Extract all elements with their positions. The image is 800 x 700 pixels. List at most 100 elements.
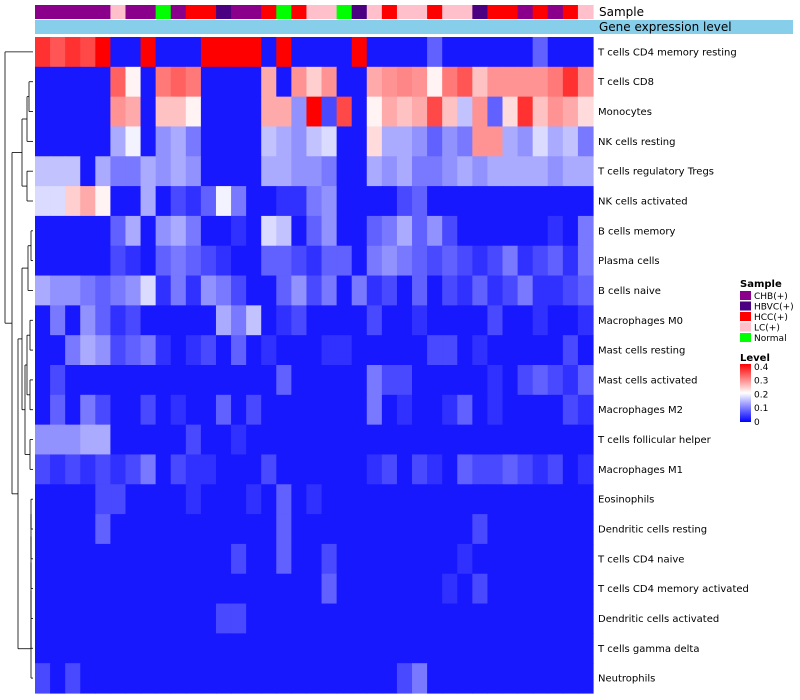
heatmap-cell [80, 394, 96, 426]
heatmap-cell [442, 663, 458, 694]
sample-annotation-cell [170, 5, 187, 19]
heatmap-cell [200, 454, 217, 485]
heatmap-cell [472, 663, 489, 694]
heatmap-cell [351, 514, 368, 545]
heatmap-cell [291, 335, 308, 366]
row-dendrogram [4, 51, 33, 679]
heatmap-cell [517, 126, 534, 157]
heatmap-cell [487, 484, 504, 515]
heatmap-cell [457, 335, 473, 366]
heatmap-cell [306, 543, 323, 575]
heatmap-cell [457, 454, 473, 485]
heatmap-cell [246, 126, 262, 157]
heatmap-cell [140, 603, 157, 634]
heatmap-cell [321, 305, 338, 336]
heatmap-cell [246, 66, 262, 98]
heatmap-cell [65, 245, 81, 277]
heatmap-cell [562, 305, 579, 336]
sample-annotation-cell [110, 5, 127, 19]
heatmap-cell [261, 186, 277, 217]
heatmap-cell [50, 603, 66, 634]
heatmap-cell [381, 335, 398, 366]
heatmap-cell [562, 335, 579, 366]
heatmap-cell [366, 424, 383, 456]
heatmap-cell [95, 186, 112, 217]
heatmap-cell [396, 424, 413, 456]
heatmap-cell [517, 663, 534, 694]
heatmap-cell [532, 394, 549, 426]
heatmap-cell [306, 275, 323, 306]
legend-sample-swatch [740, 301, 751, 311]
heatmap-cell [231, 37, 247, 68]
heatmap-cell [562, 365, 579, 396]
heatmap-cell [306, 663, 323, 694]
heatmap-cell [366, 543, 383, 575]
heatmap-cell [547, 663, 564, 694]
heatmap-cell [547, 275, 564, 306]
heatmap-cell [457, 156, 473, 187]
legend-sample-swatch [740, 291, 751, 300]
heatmap-cell [80, 603, 96, 634]
heatmap-cell [50, 573, 66, 605]
heatmap-cell [472, 186, 489, 217]
row-label: T cells CD4 memory activated [597, 584, 749, 595]
heatmap-cell [231, 335, 247, 366]
heatmap-cell [291, 543, 308, 575]
heatmap-cell [65, 424, 81, 456]
heatmap-cell [381, 245, 398, 277]
heatmap-cell [215, 245, 232, 277]
heatmap-cell [291, 66, 308, 98]
heatmap-cell [95, 454, 112, 485]
heatmap-cell [532, 245, 549, 277]
heatmap-cell [200, 37, 217, 68]
heatmap-cell [276, 543, 292, 575]
heatmap-cell [155, 365, 172, 396]
heatmap-cell [261, 335, 277, 366]
heatmap-cell [336, 245, 353, 277]
heatmap-cell [200, 335, 217, 366]
heatmap-cell [336, 394, 353, 426]
heatmap-cell [50, 305, 66, 336]
sample-annotation-cell [562, 5, 579, 19]
heatmap-cell [80, 156, 96, 187]
heatmap-cell [532, 156, 549, 187]
heatmap-cell [185, 573, 202, 605]
heatmap-cell [412, 126, 428, 157]
heatmap-cell [276, 96, 292, 128]
heatmap-cell [200, 573, 217, 605]
heatmap-cell [246, 424, 262, 456]
heatmap-cell [140, 424, 157, 456]
heatmap-cell [200, 633, 217, 664]
heatmap-cell [502, 454, 519, 485]
heatmap-cell [185, 424, 202, 456]
row-label: T cells follicular helper [597, 435, 712, 446]
heatmap-cell [577, 245, 594, 277]
heatmap-cell [412, 215, 428, 247]
heatmap-cell [472, 454, 489, 485]
heatmap-cell [321, 156, 338, 187]
heatmap-cell [50, 66, 66, 98]
heatmap-cell [246, 245, 262, 277]
legend-level-title: Level [740, 353, 770, 364]
heatmap-cell [427, 245, 443, 277]
heatmap-cell [381, 126, 398, 157]
heatmap-cell [291, 37, 308, 68]
heatmap-cell [427, 66, 443, 98]
heatmap-cell [577, 66, 594, 98]
heatmap-cell [396, 663, 413, 694]
legend-sample-label: HBVC(+) [754, 303, 794, 313]
heatmap-cell [577, 186, 594, 217]
heatmap-cell [246, 394, 262, 426]
heatmap-cell [155, 66, 172, 98]
sample-annotation-cell [215, 5, 232, 19]
heatmap-cell [35, 514, 51, 545]
heatmap-cell [276, 66, 292, 98]
heatmap-cell [502, 573, 519, 605]
heatmap-cell [336, 543, 353, 575]
heatmap-cell [442, 186, 458, 217]
heatmap-cell [396, 245, 413, 277]
heatmap-cell [246, 573, 262, 605]
sample-annotation-cell [140, 5, 157, 19]
heatmap-cell [261, 156, 277, 187]
heatmap-cell [155, 454, 172, 485]
